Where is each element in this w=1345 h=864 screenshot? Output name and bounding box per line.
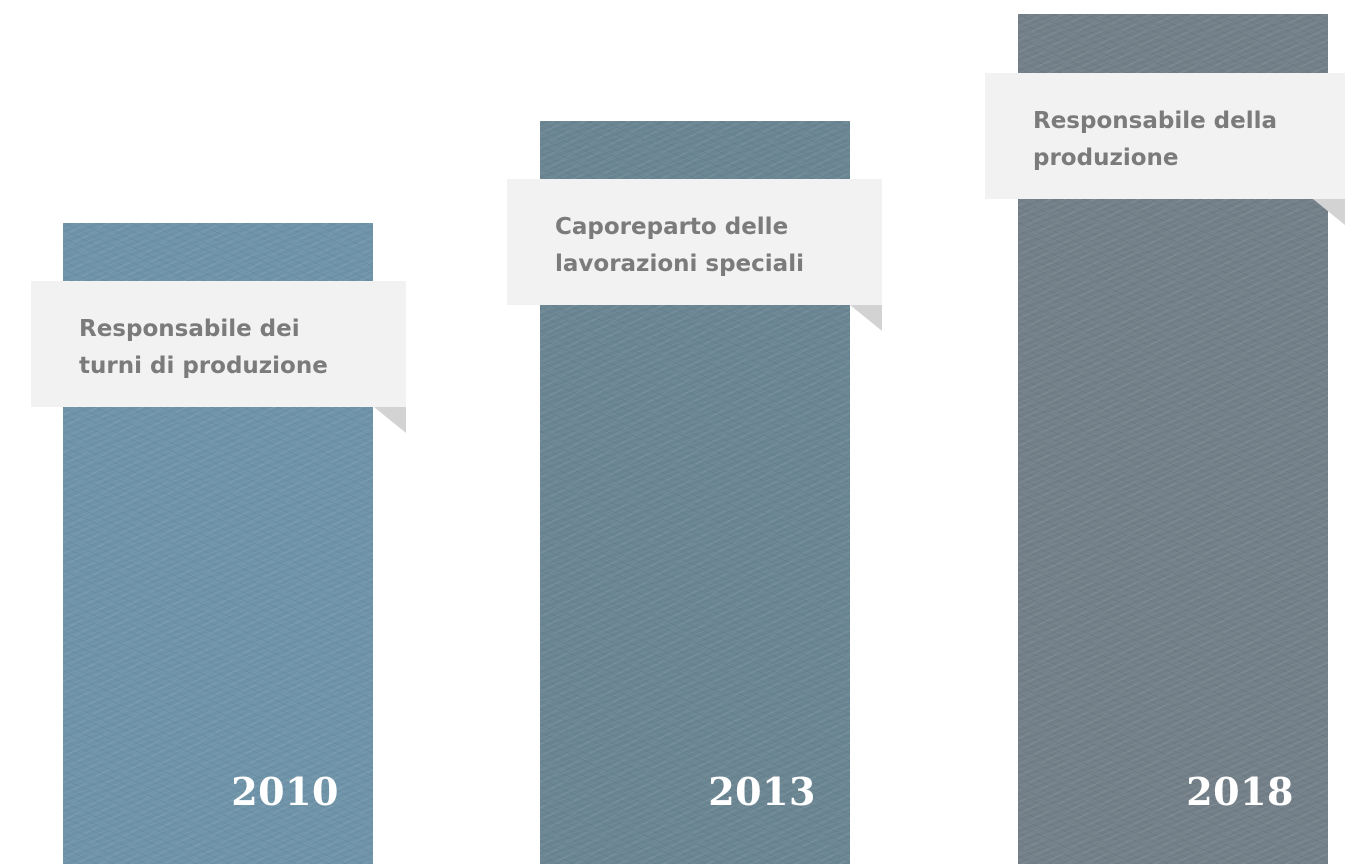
milestone-year: 2013	[708, 769, 816, 814]
role-title-line: lavorazioni speciali	[555, 251, 804, 277]
milestone-role-card: Responsabile della produzione	[985, 73, 1345, 225]
role-title-line: turni di produzione	[79, 353, 328, 379]
milestone-role-card: Caporeparto delle lavorazioni speciali	[507, 179, 882, 331]
role-title-line: Caporeparto delle	[555, 214, 789, 240]
milestone-year: 2018	[1186, 769, 1294, 814]
card-fold-shadow	[850, 305, 882, 331]
card-fold-shadow	[1313, 199, 1345, 225]
milestone-year: 2010	[231, 769, 339, 814]
role-title-line: produzione	[1033, 145, 1179, 171]
milestone-role-card: Responsabile dei turni di produzione	[31, 281, 406, 433]
card-fold-shadow	[374, 407, 406, 433]
role-title-line: Responsabile della	[1033, 108, 1278, 134]
role-title-line: Responsabile dei	[79, 316, 300, 342]
